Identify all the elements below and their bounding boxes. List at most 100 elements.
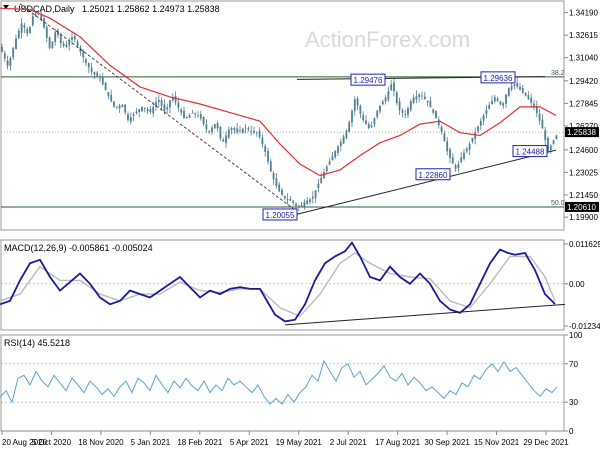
price-axis-label: 1.21450 [569,191,598,200]
candle-body [17,30,20,39]
price-levels: 38.2 50.0 [1,70,565,208]
x-axis-label: 5 Apr 2021 [230,438,269,447]
candle-body [230,128,233,131]
candle-body [440,126,443,132]
candle-body [342,136,345,144]
candle-body [29,27,31,33]
rsi-axis-label: 0 [569,427,574,436]
candle-body [379,105,381,112]
candle-body [300,204,303,208]
price-panel-frame [0,0,565,231]
candle-body [533,103,535,107]
price-axis: 1.34190 1.32615 1.31040 1.29420 1.27845 1.262… [564,9,598,222]
candle-body [54,32,57,43]
price-annotation: 1.24488 [512,145,548,158]
candle-body [507,87,510,96]
price-axis-label: 1.23025 [569,168,598,177]
candle-body [412,97,415,104]
candle-body [549,145,552,151]
candle-body [152,106,155,114]
collapse-arrow-icon[interactable] [3,5,9,9]
candle-body [297,205,300,208]
macd-axis-label: 0.011629 [569,240,600,249]
candle-body [141,106,143,111]
price-axis-label: 1.19900 [569,213,598,222]
candle-body [547,137,549,152]
x-axis-label: 19 May 2021 [276,438,323,447]
candle-body [395,92,398,104]
level-tag-label: 1.20610 [567,203,596,212]
candle-body [9,58,12,67]
candle-body [185,117,188,118]
candle-body [73,36,76,40]
candle-body [451,157,454,164]
candle-body [527,95,530,99]
candle-body [516,82,519,87]
candle-body [216,123,219,129]
annotation-box [512,145,548,158]
candle-body [135,111,138,114]
candle-body [384,97,387,102]
rsi-lines [0,359,558,405]
annotation-box [480,71,516,84]
candle-body [311,196,314,199]
candle-body [138,109,141,113]
candle-body [351,110,353,123]
candle-body [163,104,166,112]
candle-body [454,165,457,170]
price-axis-label: 1.24600 [569,146,598,155]
price-panel: USDCAD,Daily 1.25021 1.25862 1.24973 1.2… [0,0,599,231]
candle-body [325,166,328,172]
current-price-tag: 1.25838 [565,127,599,138]
candle-body [485,109,488,115]
x-axis-label: 17 Aug 2021 [375,438,420,447]
candle-body [219,126,222,139]
candle-body [362,114,365,121]
rsi-line [0,359,558,405]
rsi-axis-label: 30 [569,398,578,407]
macd-line [0,241,556,323]
price-annotations: 1.29476 1.29636 1.22860 1.24488 1.20055 1.206… [262,71,599,221]
candle-body [188,115,191,118]
candle-body [530,97,533,103]
fib-level-label: 38.2 [551,70,565,77]
price-annotation: 1.29636 [480,71,516,84]
candle-body [227,129,230,138]
candle-body [160,100,163,106]
candle-body [199,114,202,119]
candle-body [359,105,362,114]
annotation-label: 1.29476 [354,76,383,85]
candle-body [87,63,90,68]
candle-body [127,114,129,120]
candle-body [82,50,85,58]
candle-body [174,95,177,103]
candle-body [222,139,225,142]
candle-body [90,67,93,72]
candle-body [250,131,253,133]
candle-body [535,105,538,114]
candle-body [415,95,418,100]
candle-body [477,126,479,132]
candle-body [496,98,499,101]
candle-body [555,135,558,139]
candle-body [488,105,491,110]
candle-body [68,41,71,46]
candle-body [233,128,236,131]
candle-body [373,118,376,125]
annotation-box [350,73,386,86]
candle-body [387,91,390,100]
level-tag-box [565,201,599,212]
candle-body [118,105,121,109]
candle-body [253,130,255,133]
candle-body [337,146,339,153]
ohlc-label: 1.25021 1.25862 1.24973 1.25838 [82,4,220,14]
candle-body [124,104,127,113]
candle-body [491,101,493,104]
x-axis-label: 15 Nov 2021 [474,438,520,447]
macd-panel-frame [0,239,565,331]
candle-body [446,140,449,152]
candle-body [407,108,409,115]
annotation-label: 1.24488 [516,148,545,157]
